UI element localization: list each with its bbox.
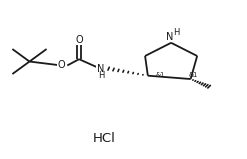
Text: N: N bbox=[166, 31, 174, 41]
Text: H: H bbox=[98, 71, 104, 80]
Text: N: N bbox=[97, 64, 104, 74]
Text: &1: &1 bbox=[156, 72, 165, 78]
Text: H: H bbox=[173, 28, 180, 37]
Text: &1: &1 bbox=[189, 72, 198, 78]
Text: O: O bbox=[75, 35, 83, 45]
Text: O: O bbox=[57, 60, 65, 70]
Text: HCl: HCl bbox=[93, 132, 115, 145]
